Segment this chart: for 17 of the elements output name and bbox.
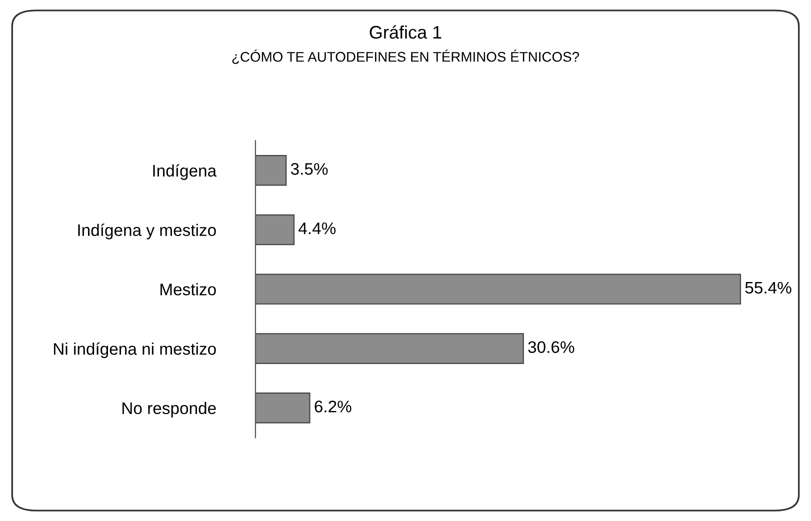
- bar: [255, 154, 287, 186]
- bar: [255, 333, 524, 364]
- y-tick-label: Ni indígena ni mestizo: [54, 342, 216, 358]
- data-label: 4.4%: [298, 222, 336, 234]
- y-tick-label: Mestizo: [160, 283, 216, 296]
- bar: [255, 274, 742, 305]
- chart-title: Gráfica 1: [370, 25, 442, 39]
- bar: [255, 214, 295, 246]
- chart-subtitle: ¿CÓMO TE AUTODEFINES EN TÉRMINOS ÉTNICOS?: [232, 50, 580, 64]
- data-label: 55.4%: [745, 282, 792, 294]
- bar: [255, 392, 310, 424]
- data-label: 3.5%: [290, 163, 328, 175]
- y-tick-label: Indígena: [153, 164, 217, 180]
- data-label: 30.6%: [528, 341, 574, 354]
- y-tick-label: Indígena y mestizo: [78, 224, 216, 240]
- y-tick-label: No responde: [122, 402, 216, 418]
- data-label: 6.2%: [314, 400, 352, 412]
